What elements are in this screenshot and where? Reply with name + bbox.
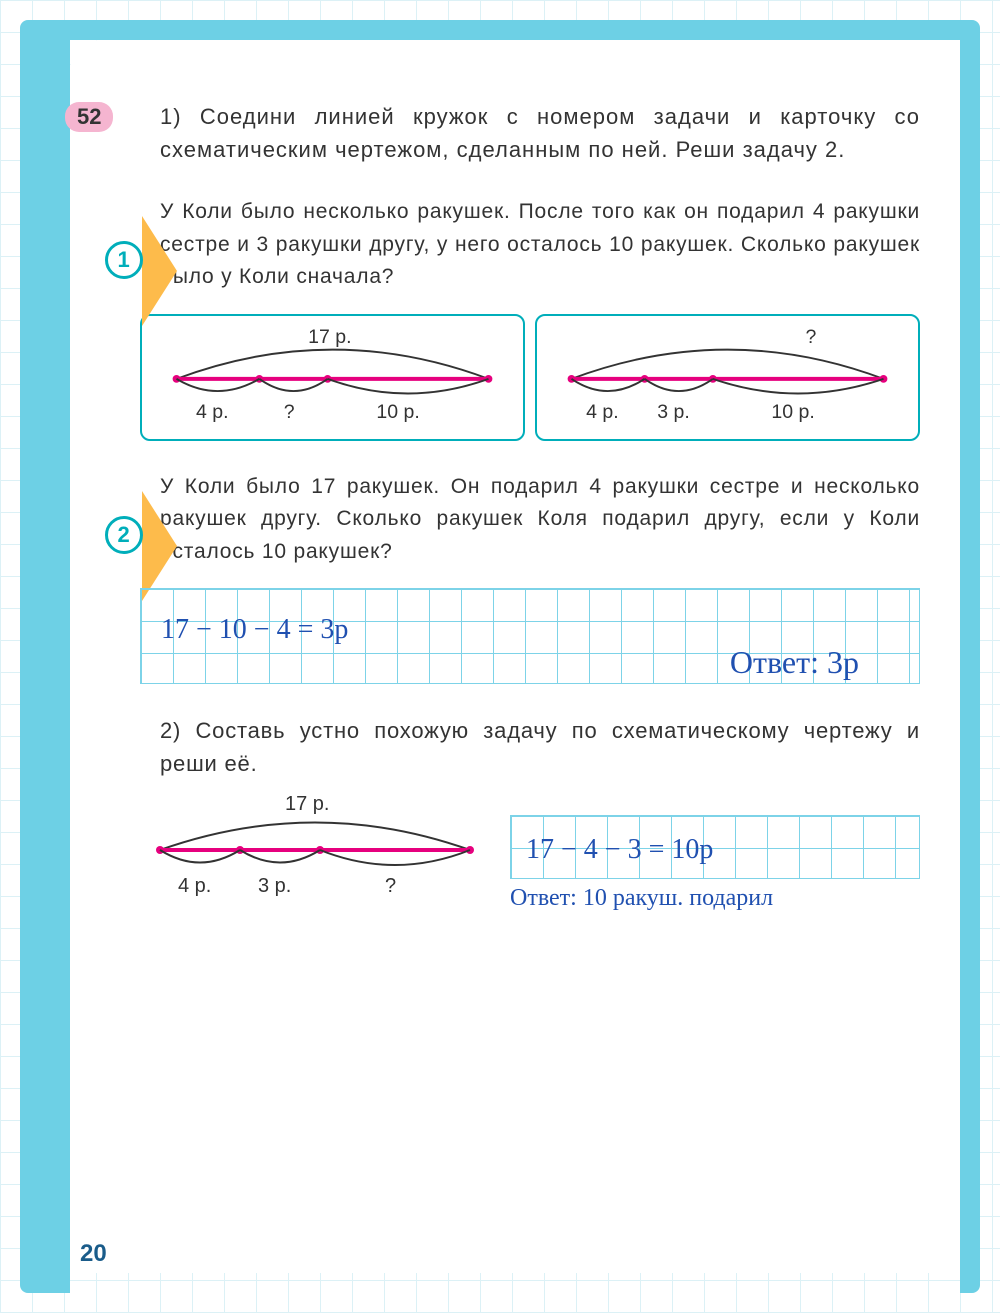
problem-1-circle[interactable]: 1 — [105, 241, 143, 279]
diagram-bottom-seg2: 3 р. — [258, 875, 291, 897]
triangle-marker-icon — [142, 216, 177, 326]
diagram-bottom-seg1: 4 р. — [178, 875, 211, 897]
diagram-left-top-label: 17 р. — [308, 325, 351, 347]
diagram-left-seg3: 10 р. — [376, 401, 419, 423]
handwriting-equation-2: 17 − 4 − 3 = 10р — [526, 834, 713, 866]
problem-2-text: У Коли было 17 ракушек. Он подарил 4 рак… — [160, 475, 920, 563]
problem-1-block: 1 У Коли было несколько ракушек. После т… — [160, 196, 920, 294]
handwriting-answer-1: Ответ: 3р — [730, 644, 859, 681]
handwriting-equation-1: 17 − 10 − 4 = 3р — [161, 614, 348, 646]
diagrams-row: 17 р. 4 р. ? 10 р. ? 4 р. 3 р. 10 р. — [140, 314, 920, 441]
answer-grid-1[interactable]: 17 − 10 − 4 = 3р Ответ: 3р — [140, 588, 920, 684]
answer-grid-2[interactable]: 17 − 4 − 3 = 10р — [510, 815, 920, 879]
task-number-badge: 52 — [65, 102, 113, 132]
diagram-left-seg1: 4 р. — [196, 401, 229, 423]
inner-page: 52 1) Соедини линией кружок с номером за… — [70, 40, 960, 1273]
diagram-bottom-top-label: 17 р. — [285, 793, 329, 815]
problem-2-block: 2 У Коли было 17 ракушек. Он подарил 4 р… — [160, 471, 920, 569]
diagram-bottom: 17 р. 4 р. 3 р. ? — [140, 790, 490, 905]
diagram-right-top-label: ? — [806, 325, 817, 347]
diagram-right-seg1: 4 р. — [586, 401, 619, 423]
problem-1-text: У Коли было несколько ракушек. После тог… — [160, 200, 920, 288]
bottom-row: 17 р. 4 р. 3 р. ? 17 − 4 − 3 = 10р Ответ… — [140, 790, 920, 912]
handwriting-answer-2: Ответ: 10 ракуш. подарил — [510, 885, 920, 912]
diagram-left-svg: 17 р. 4 р. ? 10 р. — [157, 324, 508, 424]
diagram-right-svg: ? 4 р. 3 р. 10 р. — [552, 324, 903, 424]
diagram-right-seg2: 3 р. — [657, 401, 690, 423]
diagram-card-left[interactable]: 17 р. 4 р. ? 10 р. — [140, 314, 525, 441]
triangle-marker-icon — [142, 491, 177, 601]
diagram-right-seg3: 10 р. — [771, 401, 814, 423]
diagram-left-seg2: ? — [284, 401, 295, 423]
page-number: 20 — [80, 1240, 107, 1268]
diagram-card-right[interactable]: ? 4 р. 3 р. 10 р. — [535, 314, 920, 441]
instruction-text: 1) Соедини линией кружок с номером задач… — [160, 100, 920, 166]
problem-2-circle[interactable]: 2 — [105, 516, 143, 554]
subtask-2-text: 2) Составь устно похожую задачу по схема… — [160, 714, 920, 780]
diagram-bottom-seg3: ? — [385, 875, 396, 897]
